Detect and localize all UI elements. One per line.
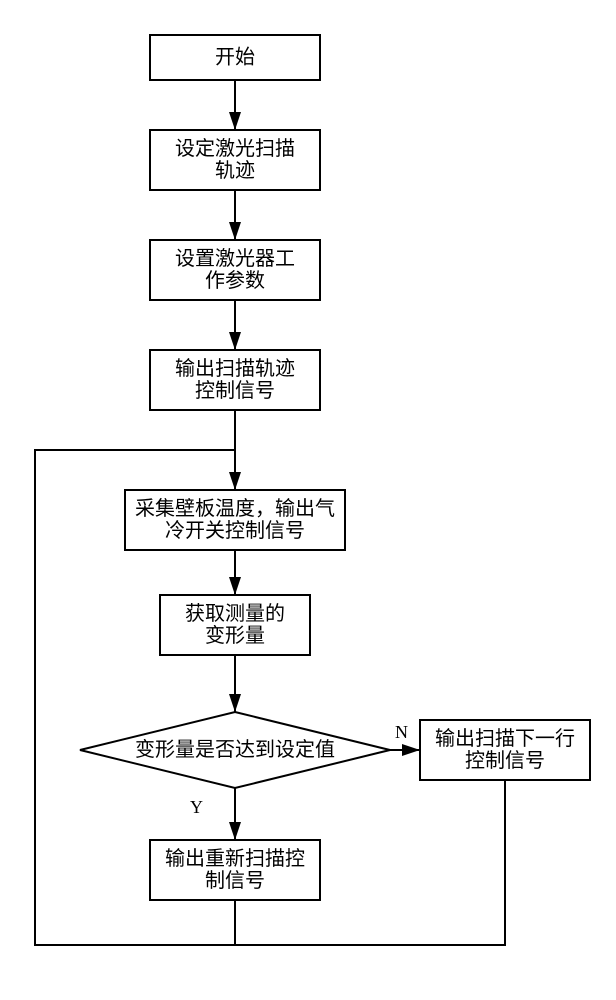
- nextline-label: 控制信号: [465, 749, 545, 772]
- label-yes: Y: [190, 797, 203, 817]
- outpath-label: 输出扫描轨迹: [175, 357, 295, 380]
- start-label: 开始: [215, 46, 255, 69]
- getdef-label: 获取测量的: [185, 602, 285, 625]
- label-no: N: [395, 722, 408, 742]
- setpath-label: 轨迹: [215, 159, 255, 182]
- rescan-label: 制信号: [205, 869, 265, 892]
- collect-label: 采集壁板温度，输出气: [135, 497, 335, 520]
- flowchart: 开始设定激光扫描轨迹设置激光器工作参数输出扫描轨迹控制信号采集壁板温度，输出气冷…: [0, 0, 616, 1000]
- getdef-label: 变形量: [205, 624, 265, 647]
- setpath-label: 设定激光扫描: [175, 137, 295, 160]
- rescan-label: 输出重新扫描控: [165, 847, 305, 870]
- decide-label: 变形量是否达到设定值: [135, 738, 335, 761]
- setparam-label: 设置激光器工: [175, 247, 295, 270]
- collect-label: 冷开关控制信号: [165, 519, 305, 542]
- outpath-label: 控制信号: [195, 379, 275, 402]
- nextline-label: 输出扫描下一行: [435, 727, 575, 750]
- setparam-label: 作参数: [205, 269, 265, 292]
